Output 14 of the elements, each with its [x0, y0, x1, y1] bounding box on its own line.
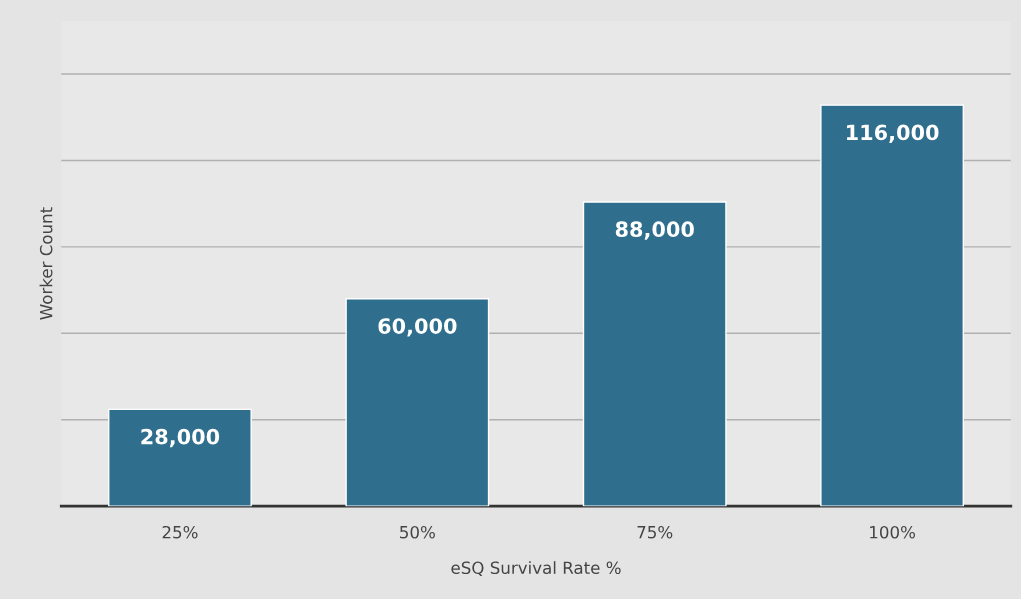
x-tick-label: 50% [400, 525, 435, 539]
bar [582, 201, 727, 507]
x-tick-label: 75% [637, 525, 673, 539]
y-axis-title: Worker Count [39, 207, 53, 320]
bar [345, 298, 490, 507]
x-tick-label: 25% [162, 525, 198, 539]
x-axis-title: eSQ Survival Rate % [451, 561, 621, 576]
data-label: 28,000 [141, 428, 220, 448]
bar [820, 104, 965, 507]
data-label: 116,000 [847, 124, 939, 143]
bar [108, 408, 252, 507]
x-tick-label: 100% [870, 525, 915, 539]
data-label: 88,000 [615, 221, 694, 240]
data-label: 60,000 [378, 318, 457, 337]
